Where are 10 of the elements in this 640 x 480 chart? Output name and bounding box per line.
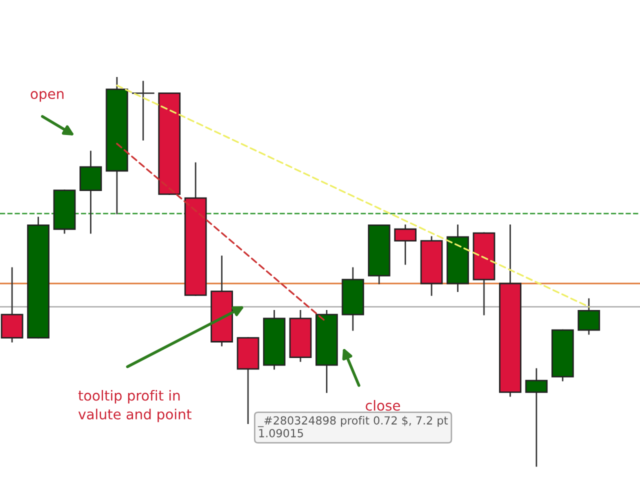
candlestick	[80, 150, 102, 234]
annotation: tooltip profit in valute and point	[78, 390, 192, 422]
candlestick	[0, 267, 24, 342]
candlestick	[394, 224, 417, 265]
candlestick	[132, 80, 154, 140]
annotation: _#280324898 profit 0.72 $, 7.2 pt 1.09015	[258, 416, 448, 438]
candlestick	[578, 298, 600, 335]
annotation: close	[366, 400, 400, 411]
annotation: open	[30, 91, 64, 102]
candlestick	[525, 368, 548, 467]
